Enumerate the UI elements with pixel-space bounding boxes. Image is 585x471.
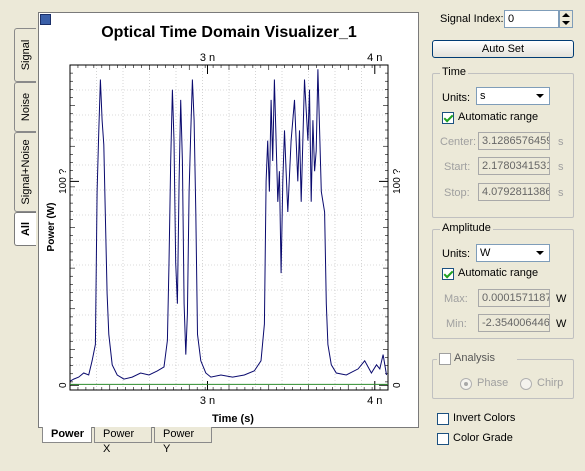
spin-up-icon[interactable] [562,13,570,17]
center-field[interactable]: 3.1286576459 [478,132,550,150]
time-auto-range-label: Automatic range [458,111,539,123]
auto-set-button[interactable]: Auto Set [432,40,574,58]
plot-menu-icon[interactable] [40,14,51,25]
time-units-select[interactable]: s [476,87,550,105]
invert-colors-checkbox[interactable] [437,413,449,425]
color-grade-label: Color Grade [453,432,513,444]
tab-noise[interactable]: Noise [14,82,36,132]
bottom-tabs: Power Power X Power Y [38,427,419,455]
invert-colors-label: Invert Colors [453,412,516,424]
series-line-0 [70,69,387,382]
x-tick-label: 4 n [367,395,382,407]
amplitude-group [432,229,574,339]
min-unit: W [556,318,567,330]
x-tick-label-top: 3 n [200,52,215,64]
y-axis-label: Power (W) [46,203,57,252]
chirp-label: Chirp [537,377,564,389]
tab-signal[interactable]: Signal [14,28,36,82]
amplitude-auto-range-label: Automatic range [458,267,539,279]
amplitude-units-select[interactable]: W [476,244,550,262]
color-grade-checkbox[interactable] [437,433,449,445]
analysis-checkbox[interactable] [439,353,451,365]
x-tick-label-top: 4 n [367,52,382,64]
amplitude-units-label: Units: [442,248,471,260]
signal-index-spinner[interactable] [559,10,573,28]
analysis-label: Analysis [454,352,495,364]
stop-field[interactable]: 4.0792811386 [478,183,550,201]
plot-traces [70,69,388,385]
time-auto-range-checkbox[interactable] [442,112,454,124]
max-field[interactable]: 0.0001571187 [478,289,550,307]
max-label: Max: [444,293,468,305]
y-tick-label: 0 [58,382,69,388]
tab-signal-noise[interactable]: Signal+Noise [14,132,36,212]
analysis-header [437,352,517,366]
chevron-down-icon [532,246,548,260]
tab-all[interactable]: All [14,212,36,246]
plot-frame: Optical Time Domain Visualizer_1 3 n 3 n 4… [38,12,419,428]
phase-label: Phase [477,377,509,389]
time-group-title: Time [440,66,469,78]
signal-index-input[interactable]: 0 [504,10,559,28]
tab-power[interactable]: Power [42,427,92,443]
chevron-down-icon [532,89,548,103]
plot-grid [70,65,388,390]
signal-index-label: Signal Index: [440,13,504,25]
y-tick-label-right: 100 ? [392,168,403,193]
plot-title: Optical Time Domain Visualizer_1 [101,24,357,41]
x-tick-label: 3 n [200,395,215,407]
start-field[interactable]: 2.1780341531 [478,157,550,175]
center-label: Center: [440,136,477,148]
spin-down-icon[interactable] [562,21,570,25]
start-label: Start: [444,161,471,173]
amplitude-auto-range-checkbox[interactable] [442,268,454,280]
y-tick-label-right: 0 [392,382,403,388]
y-tick-label: 100 ? [58,168,69,193]
stop-unit: s [558,187,564,199]
start-unit: s [558,161,564,173]
tab-power-x[interactable]: Power X [94,427,152,455]
chirp-radio[interactable] [520,378,532,390]
view-tabs: Signal Noise Signal+Noise All [14,12,38,432]
min-field[interactable]: -2.354006446 [478,314,550,332]
min-label: Min: [446,318,467,330]
phase-radio[interactable] [460,378,472,390]
time-group [432,73,574,218]
axis-ticks: 3 n 3 n 4 n 4 n 0 0 100 ? 100 ? [58,52,403,407]
amplitude-group-title: Amplitude [440,222,493,234]
plot-area[interactable]: Optical Time Domain Visualizer_1 3 n 3 n 4… [39,13,418,427]
max-unit: W [556,293,567,305]
center-unit: s [558,136,564,148]
stop-label: Stop: [444,187,470,199]
tab-power-y[interactable]: Power Y [154,427,212,455]
time-units-label: Units: [442,92,471,104]
x-axis-label: Time (s) [212,413,254,425]
